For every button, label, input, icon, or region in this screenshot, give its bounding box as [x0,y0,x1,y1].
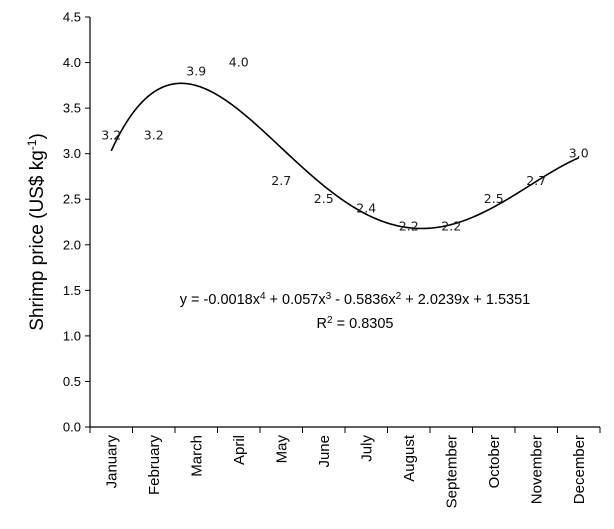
x-tick-label: August [401,434,418,482]
x-tick-label: January [103,435,120,489]
x-tick-label: March [188,435,205,477]
y-tick-label: 4.5 [63,10,81,25]
eq-part-1: y = -0.0018x [180,292,261,308]
x-tick-label: October [486,435,503,488]
eq-exp-3: 3 [326,291,332,302]
x-tick-label: December [571,435,588,504]
data-label: 3.2 [101,127,121,142]
data-label: 4.0 [229,55,249,70]
x-tick-label: September [443,435,460,508]
y-tick-label: 1.5 [63,283,81,298]
x-tick-label: February [146,435,163,496]
eq-exp-4: 4 [260,291,266,302]
y-axis-label: Shrimp price (US$ kg-1) [25,133,48,331]
month-labels: January February March April May June July Augu… [103,434,588,508]
eq-part-4: + 2.0239x + 1.5351 [401,292,530,308]
y-tick-label: 2.5 [63,192,81,207]
y-tick-label: 0.5 [63,374,81,389]
data-labels: 3.2 3.2 3.9 4.0 2.7 2.5 2.4 2.2 2.2 2.5 2.7 3.0 [101,55,588,234]
eq-part-3: - 0.5836x [331,292,396,308]
y-tick-label: 3.5 [63,101,81,116]
r-squared-exp: 2 [327,315,333,326]
data-label: 2.5 [484,191,504,206]
y-tick-label: 3.0 [63,146,81,161]
data-label: 3.9 [186,64,206,79]
y-axis-ticks: 0.0 0.5 1.0 1.5 2.0 2.5 3.0 3.5 4.0 4.5 [63,10,90,435]
x-tick-label: July [358,435,375,462]
trendline-equation: y = -0.0018x4 + 0.057x3 - 0.5836x2 + 2.0… [180,291,530,309]
y-tick-label: 4.0 [63,55,81,70]
eq-part-2: + 0.057x [266,292,327,308]
y-axis-label-sup: -1 [25,139,39,150]
r-squared-r: R [317,316,327,332]
y-tick-label: 0.0 [63,420,81,435]
x-axis-ticks [89,427,601,433]
x-tick-label: June [316,435,333,468]
x-tick-label: November [528,435,545,504]
data-label: 2.5 [314,191,334,206]
data-label: 2.7 [526,173,546,188]
data-label: 3.0 [569,146,589,161]
data-label: 2.7 [271,173,291,188]
data-label: 3.2 [144,127,164,142]
data-label: 2.4 [356,200,376,215]
y-tick-label: 2.0 [63,237,81,252]
data-label: 2.2 [399,219,419,234]
y-axis-label-main: Shrimp price (US$ kg [27,150,48,331]
data-label: 2.2 [441,219,461,234]
r-squared-value: = 0.8305 [333,316,394,332]
trendline-curve [110,82,580,230]
eq-exp-2: 2 [396,291,402,302]
x-tick-label: May [273,435,290,464]
y-axis-label-close: ) [27,133,48,139]
x-tick-label: April [231,435,248,465]
r-squared: R2 = 0.8305 [317,315,394,333]
y-tick-label: 1.0 [63,328,81,343]
